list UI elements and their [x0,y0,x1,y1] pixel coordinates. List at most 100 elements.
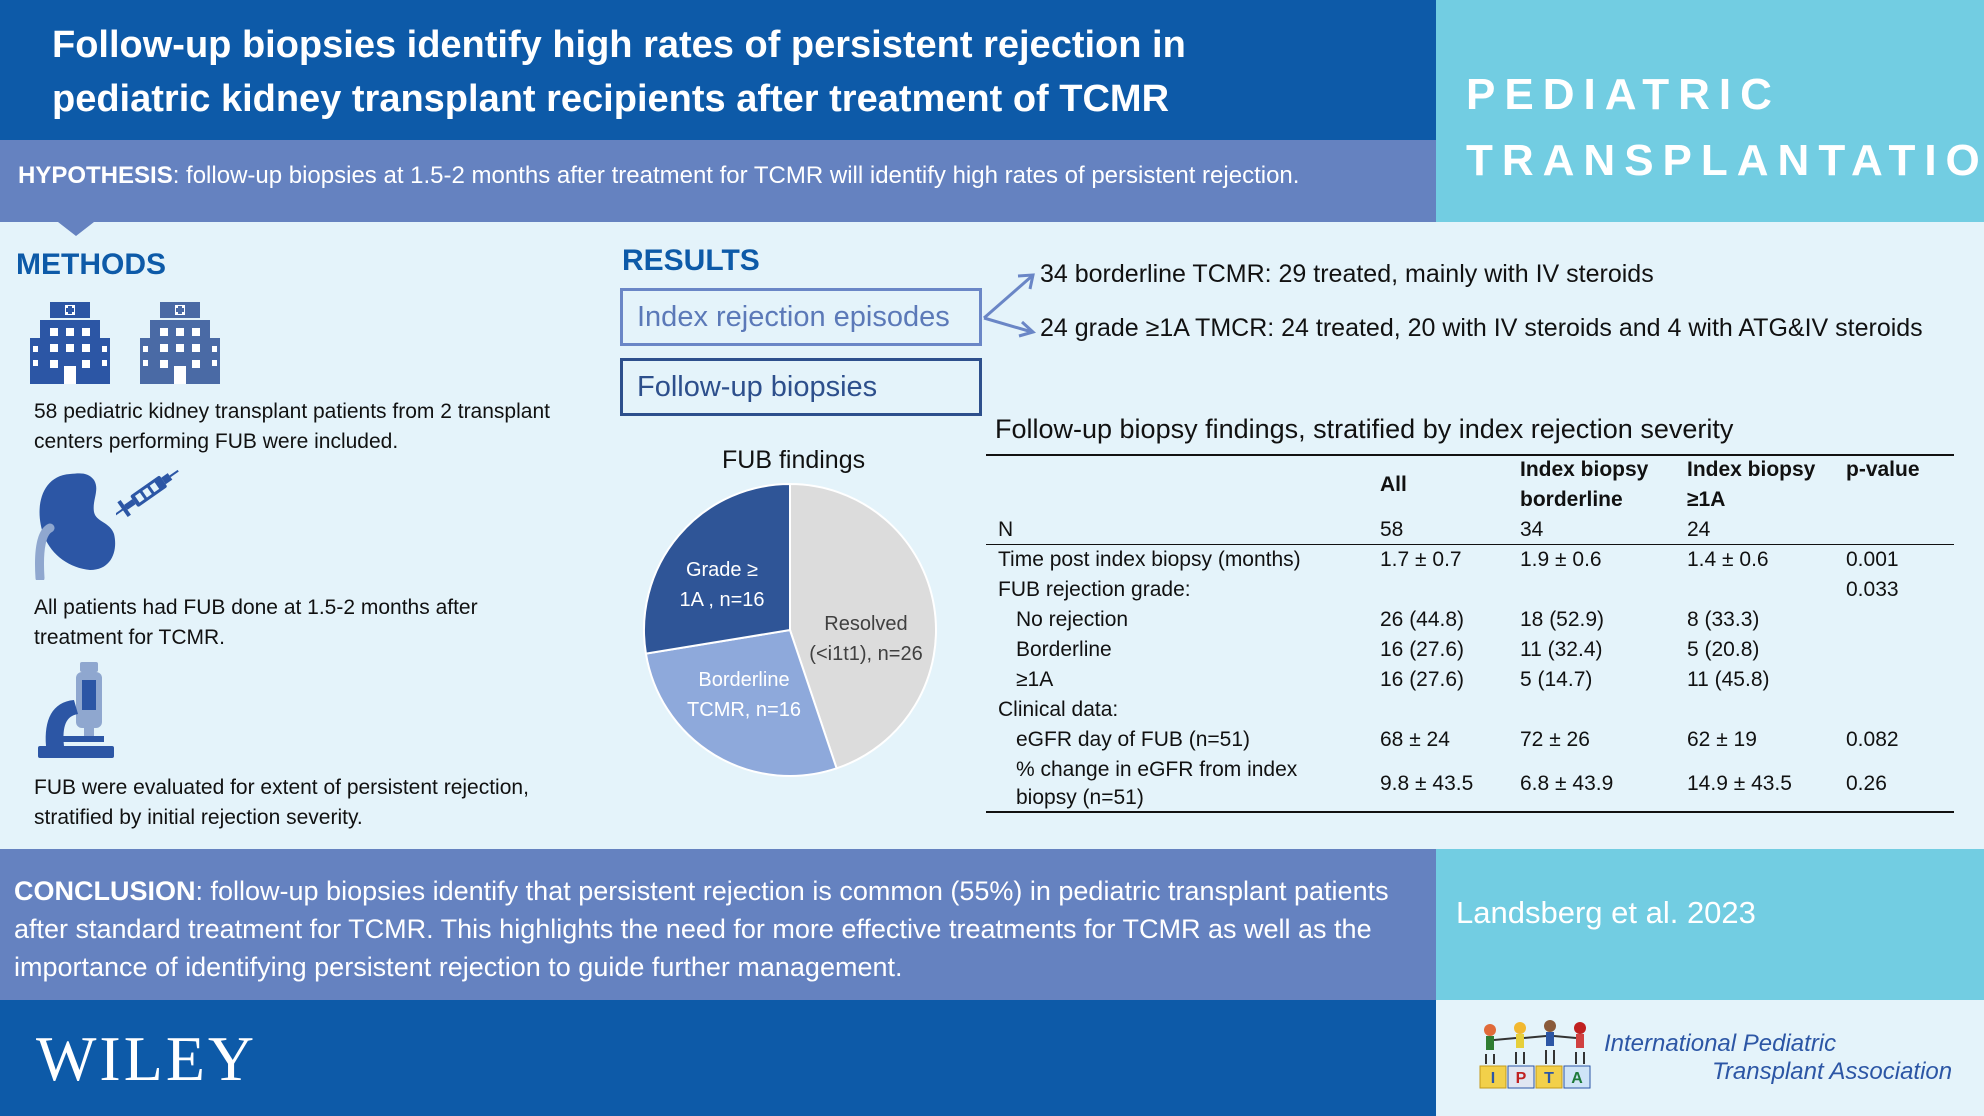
methods-item-3: FUB were evaluated for extent of persist… [34,776,529,829]
chart-title: FUB findings [722,446,866,474]
table-cell-label: Time post index biopsy (months) [998,548,1301,571]
table-cell-grade: 24 [1687,518,1711,541]
hospital-icon [140,302,220,384]
table-cell-all: 9.8 ± 43.5 [1380,772,1474,795]
ipta-line-1: International Pediatric [1604,1030,1837,1057]
ipta-line-2: Transplant Association [1712,1058,1953,1085]
table-cell-label: ≥1A [1016,668,1054,691]
citation: Landsberg et al. 2023 [1456,895,1756,930]
ipta-block-t: T [1544,1070,1554,1087]
col-header-pvalue: p-value [1846,458,1920,481]
hypothesis-band [0,140,1436,222]
methods-item-1: 58 pediatric kidney transplant patients … [34,400,550,453]
ipta-name: International Pediatric Transplant Assoc… [1604,1030,1952,1086]
results-heading: RESULTS [622,244,760,277]
table-cell-borderline: 11 (32.4) [1520,638,1603,661]
table-header-rule [986,544,1954,545]
table-cell-all: 68 ± 24 [1380,728,1450,751]
table-cell-label: % change in eGFR from index [1016,758,1298,781]
table-title: Follow-up biopsy findings, stratified by… [995,414,1734,444]
pie-slice-borderline [644,628,838,777]
title-band [0,0,1436,140]
col-header-all: All [1380,473,1407,496]
hypothesis-label: HYPOTHESIS [18,162,173,189]
table-cell-grade: 8 (33.3) [1687,608,1760,631]
table-top-rule [986,454,1954,456]
microscope-icon [38,662,114,758]
pie-slice-grade-1a [643,482,791,655]
syringe-icon [116,469,179,518]
table-cell-borderline: 34 [1520,518,1544,541]
table-cell-label: eGFR day of FUB (n=51) [1016,728,1251,751]
hypothesis-text: : follow-up biopsies at 1.5-2 months aft… [172,162,1300,189]
table-cell-label: FUB rejection grade: [998,578,1191,601]
table-cell-borderline: 18 (52.9) [1520,608,1605,631]
conclusion-text: : follow-up biopsies identify that persi… [14,876,1389,982]
table-cell-pvalue: 0.082 [1846,728,1899,751]
journal-line-1: PEDIATRIC [1466,70,1781,119]
arrow-icon [983,273,1037,338]
follow-up-biopsies-box: Follow-up biopsies [620,358,982,416]
conclusion-label: CONCLUSION [14,876,196,906]
index-rejection-box: Index rejection episodes [620,288,982,346]
grade-summary: 24 grade ≥1A TMCR: 24 treated, 20 with I… [1040,314,1923,342]
pie-label-borderline-2: TCMR, n=16 [687,699,801,721]
journal-line-2: TRANSPLANTATION [1466,136,1984,185]
table-cell-borderline: 6.8 ± 43.9 [1520,772,1614,795]
methods-heading: METHODS [16,248,166,281]
table-cell-label: Clinical data: [998,698,1119,721]
table-cell-borderline: 1.9 ± 0.6 [1520,548,1602,571]
title-line-2: pediatric kidney transplant recipients a… [52,78,1170,120]
table-cell-borderline: 72 ± 26 [1520,728,1590,751]
table-cell-label: biopsy (n=51) [1016,786,1144,809]
table-cell-pvalue: 0.001 [1846,548,1899,571]
table-cell-label: Borderline [1016,638,1112,661]
ipta-block-p: P [1516,1070,1527,1087]
table-cell-label: N [998,518,1014,541]
pie-label-grade-1: Grade ≥ [686,559,758,581]
table-cell-grade: 1.4 ± 0.6 [1687,548,1769,571]
table-cell-all: 58 [1380,518,1404,541]
citation-band [1436,849,1984,1000]
pie-label-borderline-1: Borderline [698,669,789,691]
wiley-logo: WILEY [36,1023,258,1094]
table-cell-all: 26 (44.8) [1380,608,1465,631]
ipta-block-i: I [1491,1070,1495,1087]
hypothesis-pointer [58,222,94,236]
ipta-logo-icon: I P T A [1479,1020,1591,1089]
col-header-grade-1: Index biopsy [1687,458,1816,481]
hypothesis: HYPOTHESIS: follow-up biopsies at 1.5-2 … [18,162,1299,190]
table-cell-pvalue: 0.26 [1846,772,1887,795]
conclusion-band [0,849,1436,1000]
conclusion: CONCLUSION: follow-up biopsies identify … [14,872,1424,986]
pie-slice-resolved [789,482,937,770]
table-cell-all: 1.7 ± 0.7 [1380,548,1462,571]
table-cell-grade: 62 ± 19 [1687,728,1757,751]
table-cell-label: No rejection [1016,608,1129,631]
table-cell-pvalue: 0.033 [1846,578,1899,601]
poster-title: Follow-up biopsies identify high rates o… [52,18,1392,126]
col-header-borderline-2: borderline [1520,488,1623,511]
pie-chart: Resolved (<i1t1), n=26 Borderline TCMR, … [643,482,937,777]
borderline-summary: 34 borderline TCMR: 29 treated, mainly w… [1040,260,1654,288]
footer-band [0,1000,1436,1116]
hospital-icon [30,302,110,384]
pie-label-resolved-2: (<i1t1), n=26 [809,643,922,665]
title-line-1: Follow-up biopsies identify high rates o… [52,24,1186,66]
table-cell-grade: 5 (20.8) [1687,638,1760,661]
table-cell-borderline: 5 (14.7) [1520,668,1593,691]
pie-label-grade-2: 1A , n=16 [679,589,764,611]
methods-item-2: All patients had FUB done at 1.5-2 month… [34,596,478,649]
table-cell-grade: 11 (45.8) [1687,668,1770,691]
kidney-icon [35,473,116,580]
table-bottom-rule [986,811,1954,813]
table-cell-all: 16 (27.6) [1380,668,1465,691]
pie-label-resolved-1: Resolved [824,613,907,635]
col-header-borderline-1: Index biopsy [1520,458,1649,481]
table-cell-grade: 14.9 ± 43.5 [1687,772,1792,795]
table-cell-all: 16 (27.6) [1380,638,1465,661]
col-header-grade-2: ≥1A [1687,488,1726,511]
ipta-band [1436,1000,1984,1116]
ipta-block-a: A [1571,1070,1583,1087]
journal-band [1436,0,1984,222]
